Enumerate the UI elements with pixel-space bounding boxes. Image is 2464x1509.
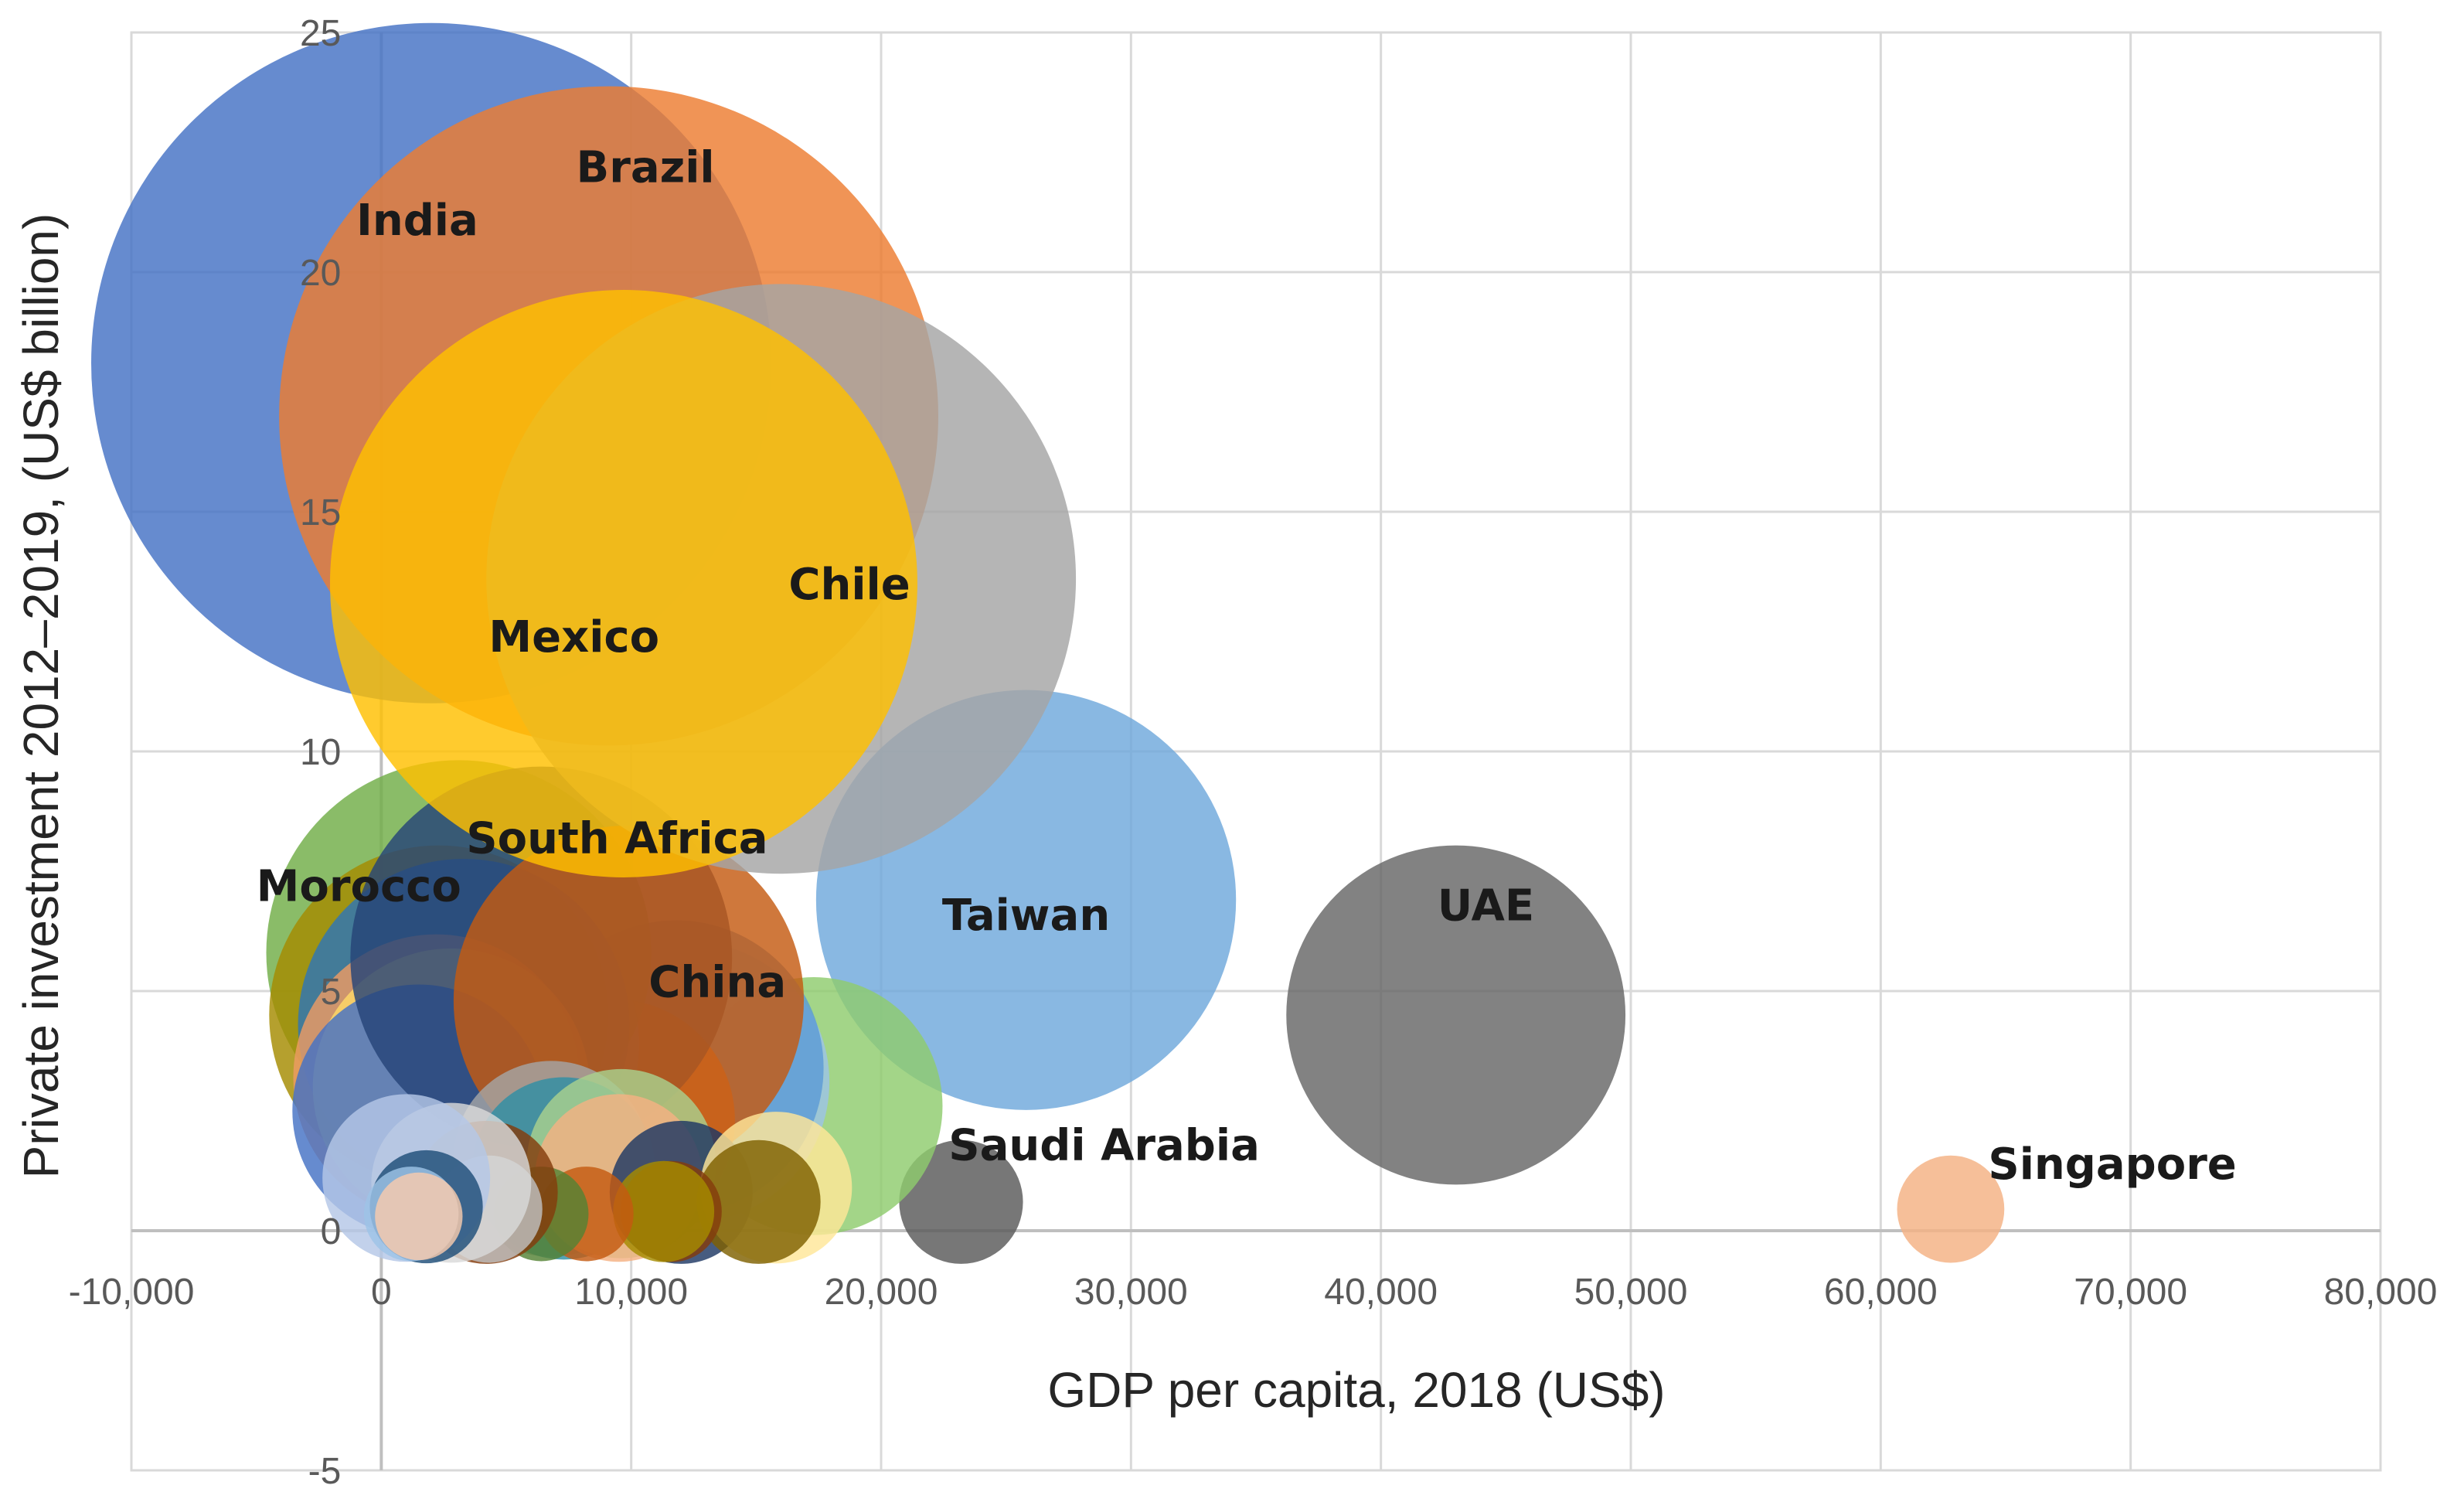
x-tick-label: 40,000 — [1324, 1272, 1438, 1313]
y-tick-label: 10 — [300, 732, 341, 773]
x-tick-label: 60,000 — [1824, 1272, 1938, 1313]
x-tick-label: 0 — [371, 1272, 392, 1313]
bubbles — [91, 22, 2005, 1264]
x-tick-label: 30,000 — [1074, 1272, 1188, 1313]
x-tick-label: 20,000 — [825, 1272, 938, 1313]
bubble-country-r — [696, 1139, 821, 1264]
bubble-country-t — [613, 1160, 715, 1262]
bubble-mexico — [329, 290, 917, 877]
label-morocco: Morocco — [257, 862, 461, 912]
y-tick-label: 20 — [300, 253, 341, 294]
bubble-labels: Saudi Arabia Singapore UAE Taiwan MoroccoSou… — [257, 143, 2237, 1191]
y-tick-label: 5 — [321, 972, 342, 1013]
tick-labels: -10,000 0 10,000 20,000 30,000 40,000 50,000 60… — [69, 13, 2438, 1492]
bubble-country-ac — [375, 1172, 463, 1261]
bubble-singapore — [1897, 1155, 2005, 1263]
x-axis-title: GDP per capita, 2018 (US$) — [1047, 1362, 1665, 1418]
label-taiwan: Taiwan — [942, 891, 1110, 941]
x-tick-label: 80,000 — [2324, 1272, 2438, 1313]
y-axis-title: Private investment 2012–2019, (US$ billi… — [13, 213, 69, 1179]
x-tick-label: 50,000 — [1574, 1272, 1688, 1313]
label-uae: UAE — [1438, 881, 1534, 931]
x-tick-label: 70,000 — [2074, 1272, 2187, 1313]
y-tick-label: -5 — [308, 1451, 342, 1492]
label-singapore: Singapore — [1988, 1139, 2236, 1190]
label-saudi-arabia: Saudi Arabia — [948, 1120, 1260, 1170]
x-tick-label: 10,000 — [574, 1272, 688, 1313]
label-china: China — [648, 958, 786, 1008]
label-south-africa: South Africa — [466, 814, 767, 864]
bubble-saudi-arabia — [899, 1139, 1023, 1264]
y-tick-label: 25 — [300, 13, 341, 54]
y-tick-label: 15 — [300, 492, 341, 533]
label-mexico: Mexico — [488, 612, 659, 663]
y-tick-label: 0 — [321, 1211, 342, 1252]
label-brazil: Brazil — [577, 143, 715, 193]
x-tick-label: -10,000 — [69, 1272, 195, 1313]
bubble-uae — [1286, 845, 1626, 1185]
label-chile: Chile — [788, 560, 910, 610]
label-india: India — [356, 196, 478, 246]
